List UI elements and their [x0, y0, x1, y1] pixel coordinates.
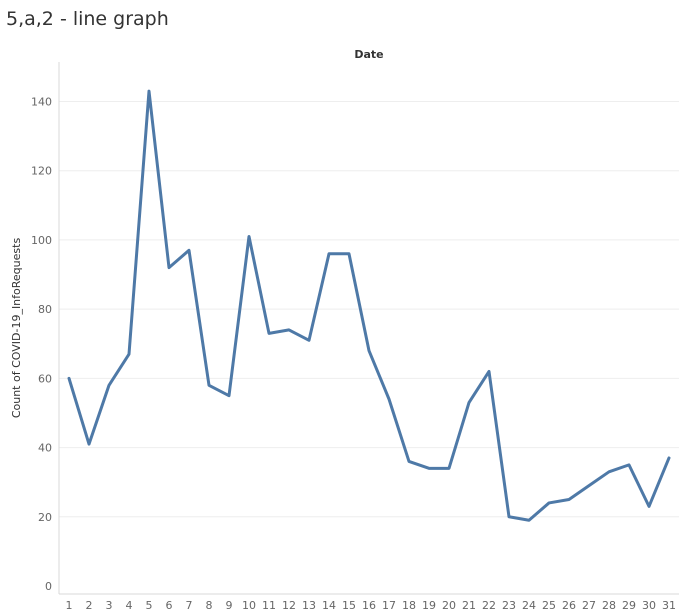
y-tick-label: 120 — [31, 165, 52, 178]
x-tick-label: 17 — [382, 599, 396, 612]
x-tick-label: 10 — [242, 599, 256, 612]
x-tick-label: 7 — [186, 599, 193, 612]
series-line — [67, 89, 671, 522]
x-tick-label: 22 — [482, 599, 496, 612]
x-tick-label: 27 — [582, 599, 596, 612]
x-tick-label: 2 — [86, 599, 93, 612]
x-tick-label: 29 — [622, 599, 636, 612]
y-tick-label: 80 — [38, 303, 52, 316]
x-tick-label: 28 — [602, 599, 616, 612]
x-tick-label: 13 — [302, 599, 316, 612]
y-tick-label: 0 — [45, 580, 52, 593]
x-tick-label: 19 — [422, 599, 436, 612]
x-tick-label: 3 — [106, 599, 113, 612]
y-tick-label: 40 — [38, 442, 52, 455]
x-tick-label: 9 — [226, 599, 233, 612]
x-tick-label: 15 — [342, 599, 356, 612]
x-tick-label: 25 — [542, 599, 556, 612]
x-tick-label: 21 — [462, 599, 476, 612]
x-tick-label: 8 — [206, 599, 213, 612]
x-tick-label: 5 — [146, 599, 153, 612]
sheet-title: 5,a,2 - line graph — [6, 8, 169, 30]
x-tick-label: 1 — [66, 599, 73, 612]
x-tick-label: 23 — [502, 599, 516, 612]
y-tick-label: 20 — [38, 511, 52, 524]
y-tick-label: 60 — [38, 372, 52, 385]
y-axis-title: Count of COVID-19_InfoRequests — [10, 238, 23, 419]
grid-layer — [59, 101, 679, 518]
x-tick-label: 12 — [282, 599, 296, 612]
column-header-title: Date — [354, 48, 383, 61]
y-axis-ticks: 0 20 40 60 80 100 120 140 — [31, 96, 52, 594]
x-tick-label: 24 — [522, 599, 536, 612]
x-tick-label: 20 — [442, 599, 456, 612]
x-tick-label: 14 — [322, 599, 336, 612]
series-layer — [67, 89, 671, 522]
x-tick-label: 31 — [662, 599, 676, 612]
x-tick-label: 18 — [402, 599, 416, 612]
x-axis-ticks: 1 2 3 4 5 6 7 8 9 10 11 12 13 14 15 16 17 18 19 20 21 22 23 24 2… — [66, 599, 677, 612]
y-tick-label: 140 — [31, 96, 52, 109]
x-tick-label: 4 — [126, 599, 133, 612]
x-tick-label: 6 — [166, 599, 173, 612]
x-tick-label: 16 — [362, 599, 376, 612]
y-tick-label: 100 — [31, 234, 52, 247]
x-tick-label: 30 — [642, 599, 656, 612]
x-tick-label: 11 — [262, 599, 276, 612]
x-tick-label: 26 — [562, 599, 576, 612]
